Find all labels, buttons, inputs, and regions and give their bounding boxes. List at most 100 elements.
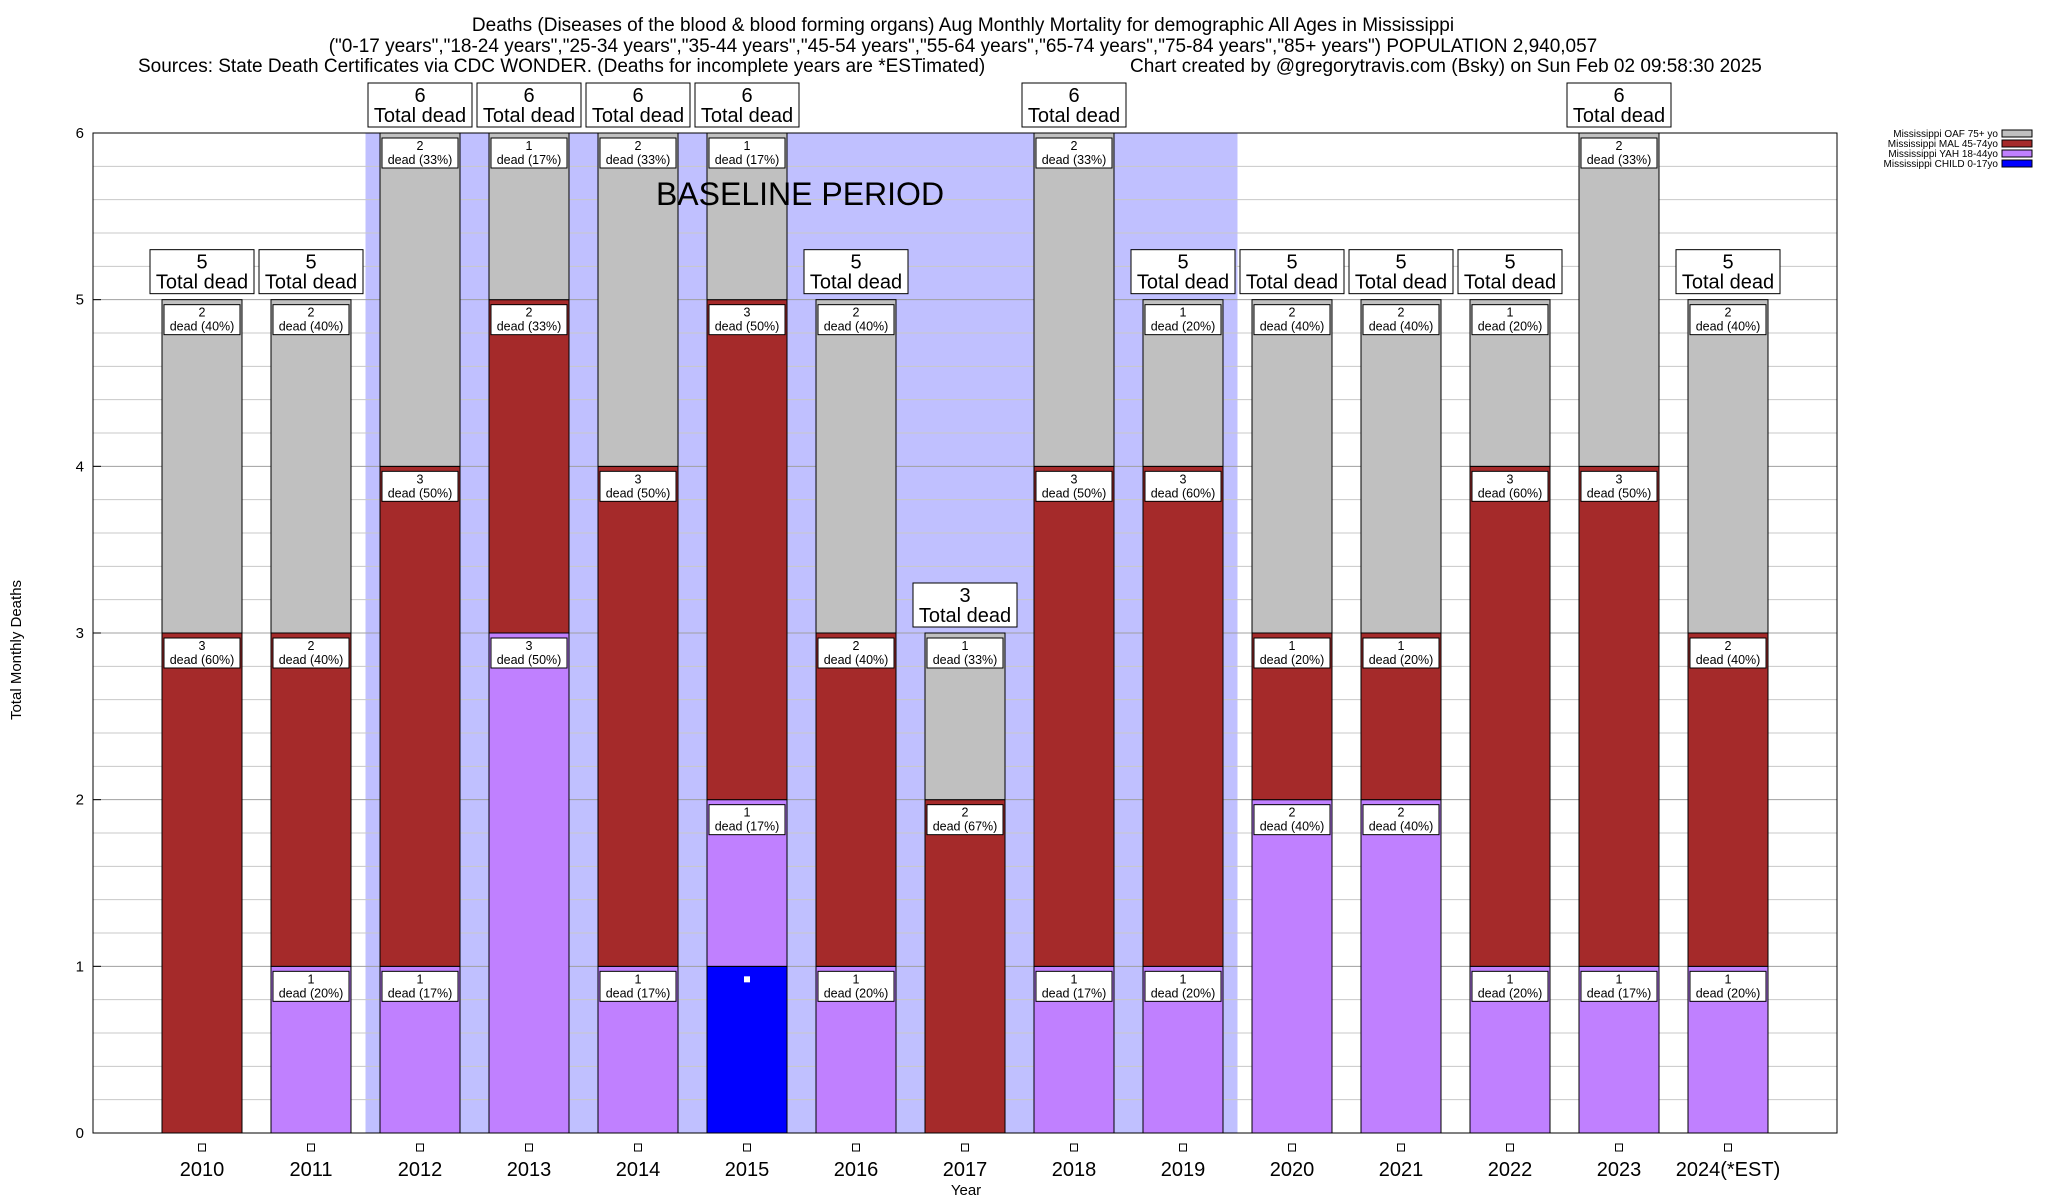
x-tick-label: 2013 [507,1159,552,1181]
bar-segment [1142,465,1224,967]
segment-label-box [272,304,350,336]
total-label-text: Total dead [1246,272,1338,294]
total-label-text: Total dead [701,105,793,127]
bar-segment [1251,799,1333,1134]
segment-label-pct: dead (67%) [933,820,998,834]
segment-label-pct: dead (50%) [497,653,562,667]
segment-label-pct: dead (60%) [1151,486,1216,500]
segment-label-count: 2 [853,306,860,320]
segment-label-pct: dead (40%) [824,320,889,334]
segment-label-box [1035,137,1113,169]
total-label-text: Total dead [1682,272,1774,294]
segment-label-count: 1 [1289,639,1296,653]
segment-label-count: 2 [1398,306,1405,320]
segment-label-pct: dead (17%) [715,153,780,167]
segment-label-pct: dead (20%) [1478,986,1543,1000]
legend-entry-label: Mississippi CHILD 0-17yo [1884,159,1999,170]
segment-label-count: 1 [526,139,533,153]
segment-label-pct: dead (33%) [933,653,998,667]
segment-label-count: 2 [308,639,315,653]
segment-label-count: 1 [417,972,424,986]
total-label-text: Total dead [1137,272,1229,294]
segment-label-box [708,804,786,836]
bar-segment [1687,299,1769,634]
segment-label-pct: dead (20%) [824,986,889,1000]
segment-label-pct: dead (17%) [715,820,780,834]
segment-label-count: 1 [1398,639,1405,653]
total-label-count: 3 [959,585,970,607]
total-label-box [149,249,255,295]
x-tick-marker [307,1143,315,1152]
bar-segment [706,965,788,1134]
x-tick-marker [1615,1143,1623,1152]
bar-segment [1687,632,1769,967]
x-tick-label: 2019 [1161,1159,1206,1181]
bar-segment [1033,465,1115,967]
segment-label-count: 1 [962,639,969,653]
total-label-text: Total dead [1573,105,1665,127]
x-tick-label: 2020 [1270,1159,1315,1181]
y-axis-title: Total Monthly Deaths [8,580,25,720]
bar-segment [161,632,243,1134]
segment-label-box [1253,804,1331,836]
segment-label-pct: dead (20%) [1151,320,1216,334]
axes: 2010 2011 2012 2013 2014 2015 2016 2017 2018 2019… [76,125,1781,1181]
segment-label-count: 2 [635,139,642,153]
segment-label-count: 3 [199,639,206,653]
segment-label-count: 2 [1725,639,1732,653]
x-tick-label: 2024(*EST) [1676,1159,1781,1181]
total-label-count: 6 [1613,85,1624,107]
total-label-box [694,82,800,128]
x-tick-marker [1506,1143,1514,1152]
segment-label-box [272,637,350,669]
segment-label-count: 2 [1616,139,1623,153]
segment-label-box [708,137,786,169]
segment-label-box [381,970,459,1002]
total-label-count: 5 [196,252,207,274]
bar-segment [1033,132,1115,467]
segment-label-box [599,470,677,502]
total-label-count: 5 [1504,252,1515,274]
segment-label-count: 2 [1289,806,1296,820]
x-tick-label: 2010 [180,1159,225,1181]
segment-label-box [1471,970,1549,1002]
x-tick-label: 2017 [943,1159,988,1181]
segment-label-box [1253,304,1331,336]
segment-label-pct: dead (60%) [1478,486,1543,500]
segment-label-box [490,637,568,669]
segment-label-count: 3 [744,306,751,320]
segment-label-count: 2 [1289,306,1296,320]
legend-entry-swatch [2001,129,2033,138]
total-label-text: Total dead [374,105,466,127]
x-tick-label: 2018 [1052,1159,1097,1181]
segment-label-pct: dead (50%) [1587,486,1652,500]
bar-segment [815,632,897,967]
segment-label-pct: dead (40%) [1260,320,1325,334]
bar-segment [815,299,897,634]
segment-label-count: 1 [1616,972,1623,986]
segment-label-box [1471,304,1549,336]
segment-label-pct: dead (20%) [1369,653,1434,667]
total-label-count: 5 [1177,252,1188,274]
segment-label-box [1035,470,1113,502]
segment-label-box [490,304,568,336]
y-tick-label: 3 [76,625,84,642]
segment-label-box [163,304,241,336]
segment-label-pct: dead (40%) [170,320,235,334]
x-tick-label: 2012 [398,1159,443,1181]
total-label-text: Total dead [1355,272,1447,294]
x-tick-marker [852,1143,860,1152]
segment-label-count: 3 [1071,472,1078,486]
segment-label-count: 1 [1180,972,1187,986]
bar-segment [270,299,352,634]
segment-label-count: 2 [308,306,315,320]
segment-label-count: 1 [1507,306,1514,320]
total-label-box [1021,82,1127,128]
segment-label-box [1144,970,1222,1002]
x-tick-marker [743,1143,751,1152]
total-label-count: 6 [632,85,643,107]
segment-label-count: 2 [526,306,533,320]
segment-label-pct: dead (40%) [1260,820,1325,834]
segment-label-count: 1 [1507,972,1514,986]
